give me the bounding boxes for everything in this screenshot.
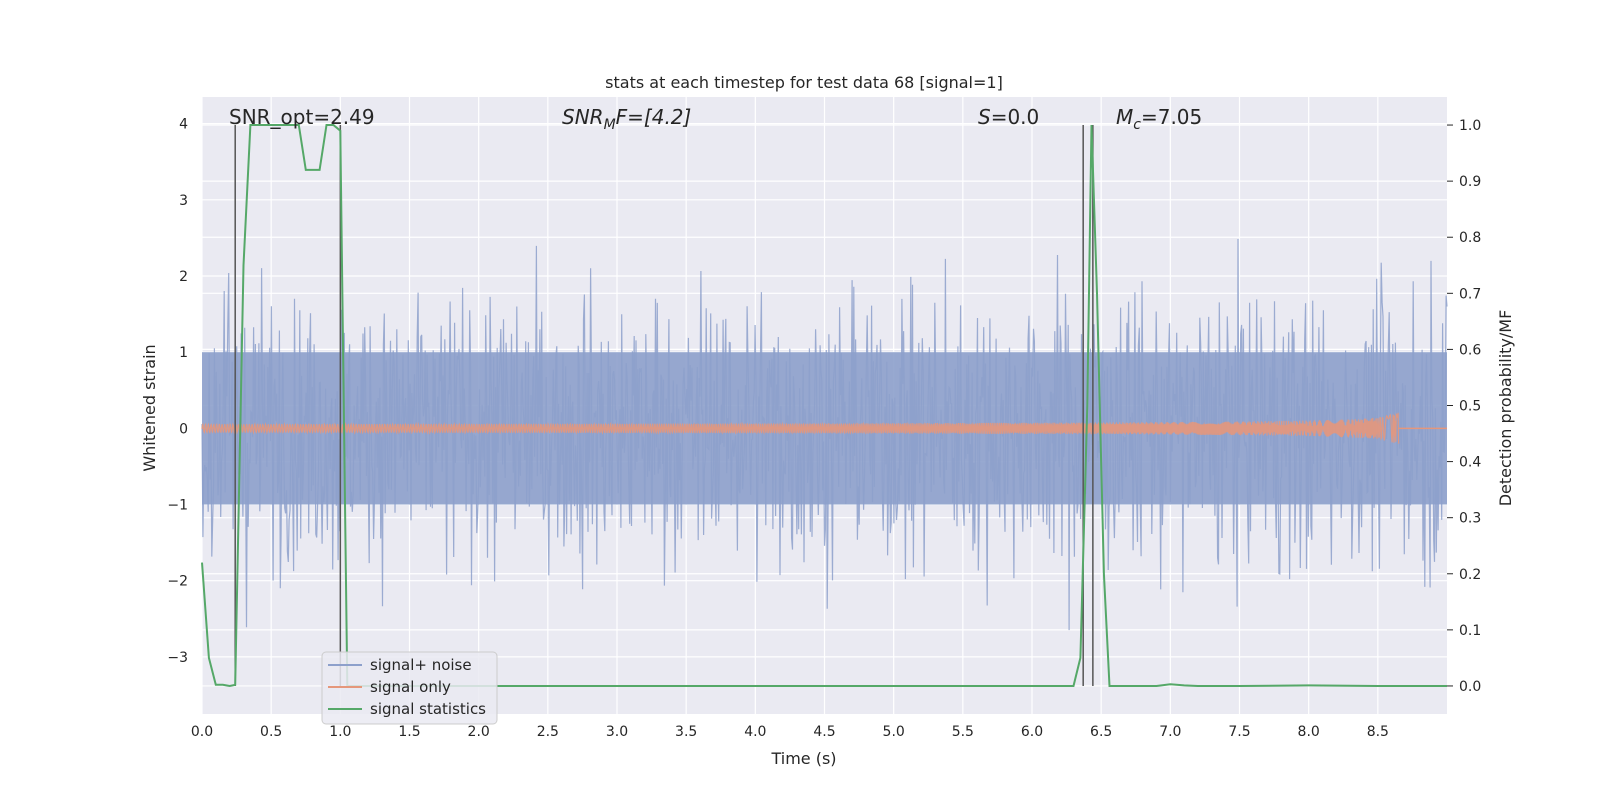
x-tick-label: 1.5 (398, 724, 420, 740)
x-tick-label: 3.0 (606, 724, 628, 740)
legend-label-noise: signal+ noise (370, 656, 472, 674)
y-axis-right-ticks: 0.0 0.1 0.2 0.3 0.4 0.5 0.6 0.7 0.8 0.9 1.0 (1447, 118, 1481, 695)
y-right-tick-label: 0.6 (1459, 342, 1481, 358)
x-axis-ticks: 0.0 0.5 1.0 1.5 2.0 2.5 3.0 3.5 4.0 4.5 5.0 5.5 6.0 6… (191, 724, 1389, 740)
x-tick-label: 6.0 (1021, 724, 1043, 740)
annotation-snr-mf: SNRMF=[4.2] (562, 105, 691, 133)
x-tick-label: 0.5 (260, 724, 282, 740)
x-tick-label: 3.5 (675, 724, 697, 740)
y-right-tick-label: 0.1 (1459, 623, 1481, 639)
x-tick-label: 0.0 (191, 724, 213, 740)
x-tick-label: 6.5 (1090, 724, 1112, 740)
y-left-tick-label: 3 (179, 193, 188, 209)
annotation-s-label: S (978, 105, 991, 129)
legend-box (321, 651, 498, 725)
x-tick-label: 7.5 (1228, 724, 1250, 740)
x-tick-label: 8.5 (1367, 724, 1389, 740)
y-left-tick-label: −2 (167, 574, 188, 590)
annotation-snr-mf-label: SNR (562, 105, 604, 129)
annotation-mc-label: M (1116, 105, 1133, 129)
y-right-tick-label: 0.8 (1459, 230, 1481, 246)
y-right-tick-label: 0.5 (1459, 399, 1481, 415)
y-left-tick-label: −1 (167, 498, 188, 514)
x-tick-label: 2.5 (537, 724, 559, 740)
signal-only-line (201, 412, 1400, 444)
y-axis-right-label: Detection probability/MF (1496, 310, 1515, 507)
y-right-tick-label: 0.2 (1459, 567, 1481, 583)
x-tick-label: 4.0 (744, 724, 766, 740)
legend-label-signal: signal only (370, 678, 451, 696)
y-left-tick-label: 2 (179, 269, 188, 285)
y-right-tick-label: 0.4 (1459, 455, 1481, 471)
signal-only-series (201, 412, 1447, 444)
annotation-mc-sub: c (1133, 117, 1141, 133)
chart-title: stats at each timestep for test data 68 … (605, 73, 1003, 92)
vertical-markers (234, 125, 1094, 686)
x-tick-label: 4.5 (813, 724, 835, 740)
x-tick-label: 8.0 (1298, 724, 1320, 740)
annotation-snr-opt: SNR_opt=2.49 (229, 105, 375, 129)
y-right-tick-label: 1.0 (1459, 118, 1481, 134)
x-tick-label: 5.5 (952, 724, 974, 740)
annotation-s-value: =0.0 (991, 105, 1040, 129)
x-tick-label: 1.0 (329, 724, 351, 740)
y-right-tick-label: 0.0 (1459, 679, 1481, 695)
y-axis-left-ticks: −3 −2 −1 0 1 2 3 4 (167, 117, 188, 666)
y-right-tick-label: 0.9 (1459, 174, 1481, 190)
annotation-snr-mf-sub: M (604, 117, 616, 133)
annotation-snr-mf-tail: F=[4.2] (616, 105, 692, 129)
y-left-tick-label: −3 (167, 650, 188, 666)
annotation-s: S=0.0 (978, 105, 1039, 129)
y-right-tick-label: 0.3 (1459, 511, 1481, 527)
y-axis-left-label: Whitened strain (140, 344, 159, 471)
x-tick-label: 5.0 (883, 724, 905, 740)
annotation-mc-value: =7.05 (1141, 105, 1202, 129)
y-right-tick-label: 0.7 (1459, 286, 1481, 302)
y-left-tick-label: 0 (179, 421, 188, 437)
legend-label-stats: signal statistics (370, 700, 486, 718)
x-axis-label: Time (s) (770, 749, 836, 768)
legend: signal+ noise signal only signal statist… (321, 651, 498, 725)
annotation-mc: Mc=7.05 (1116, 105, 1202, 133)
y-left-tick-label: 1 (179, 345, 188, 361)
y-left-tick-label: 4 (179, 117, 188, 133)
x-tick-label: 7.0 (1159, 724, 1181, 740)
x-tick-label: 2.0 (468, 724, 490, 740)
